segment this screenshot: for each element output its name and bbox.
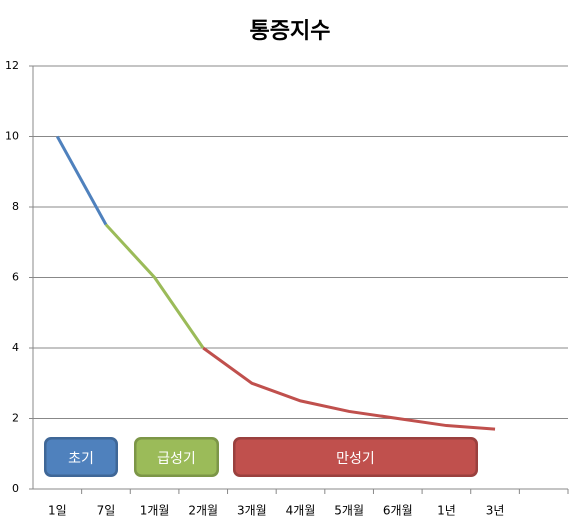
series-line xyxy=(202,346,496,431)
legend-box-fill xyxy=(235,439,476,475)
x-tick-label: 5개월 xyxy=(334,504,364,518)
legend-label: 초기 xyxy=(68,451,94,467)
legend-box-fill xyxy=(46,439,116,475)
x-tick-label: 1년 xyxy=(437,504,456,518)
series-line xyxy=(104,223,205,349)
x-tick-label: 4개월 xyxy=(286,504,316,518)
y-tick-label: 10 xyxy=(5,130,19,143)
x-tick-label: 7일 xyxy=(97,504,116,518)
x-tick-label: 6개월 xyxy=(383,504,413,518)
x-tick-label: 3년 xyxy=(486,504,505,518)
x-tick-label: 2개월 xyxy=(188,504,218,518)
x-tick-label: 1일 xyxy=(48,504,67,518)
y-tick-label: 0 xyxy=(12,482,19,495)
x-tick-label: 1개월 xyxy=(140,504,170,518)
chart-title: 통증지수 xyxy=(250,19,331,44)
y-tick-label: 8 xyxy=(12,200,19,213)
y-tick-label: 2 xyxy=(12,412,19,425)
y-tick-label: 12 xyxy=(5,59,19,72)
legend-label: 급성기 xyxy=(157,451,196,467)
legend-label: 만성기 xyxy=(336,451,375,467)
y-tick-label: 4 xyxy=(12,341,19,354)
y-tick-label: 6 xyxy=(12,271,19,284)
legend-box-fill xyxy=(136,439,217,475)
x-tick-label: 3개월 xyxy=(237,504,267,518)
series-line xyxy=(56,135,108,226)
